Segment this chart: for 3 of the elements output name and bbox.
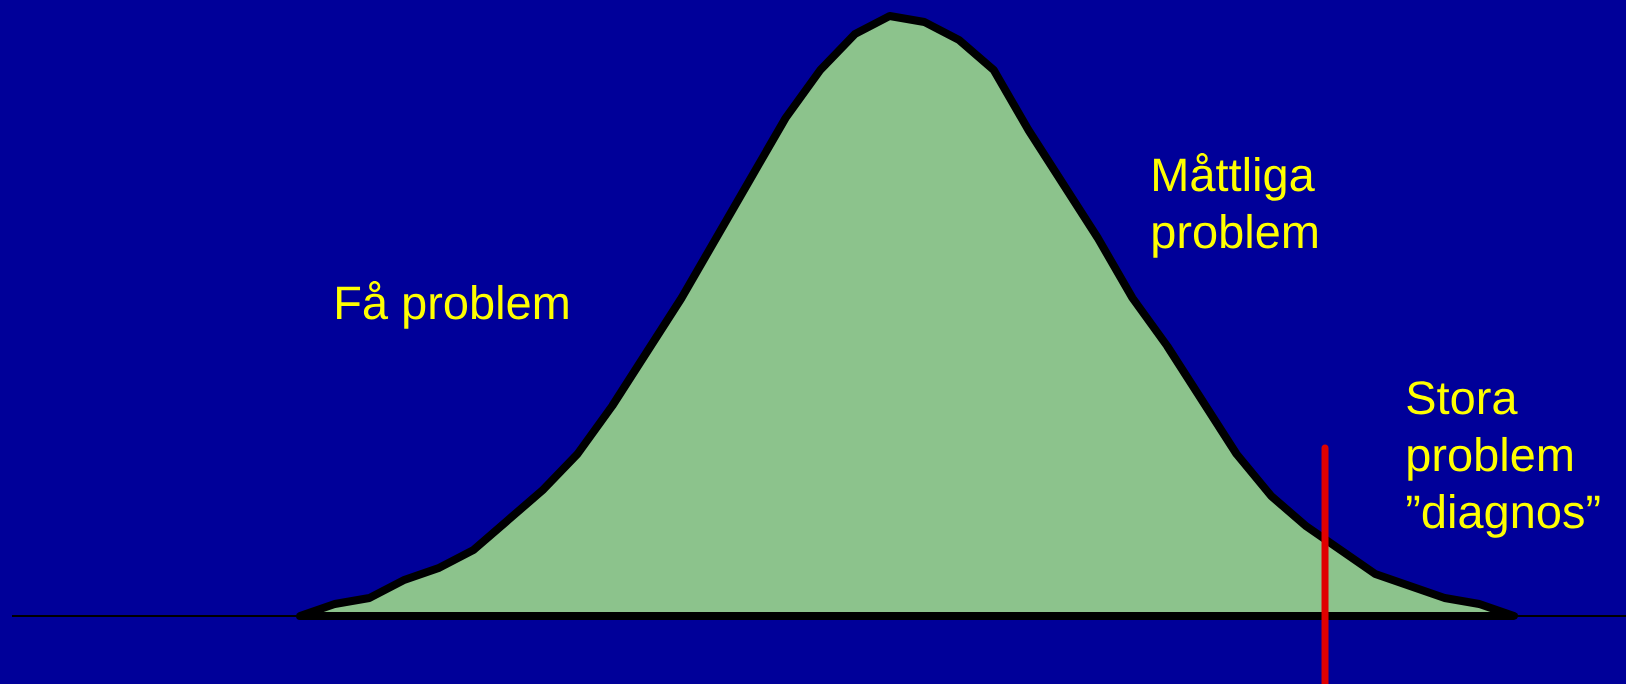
annotation: Få problem [337, 281, 568, 329]
annotation: Måttliga problem [1153, 153, 1317, 258]
annotation: Stora problem ”diagnos” [1406, 381, 1600, 538]
